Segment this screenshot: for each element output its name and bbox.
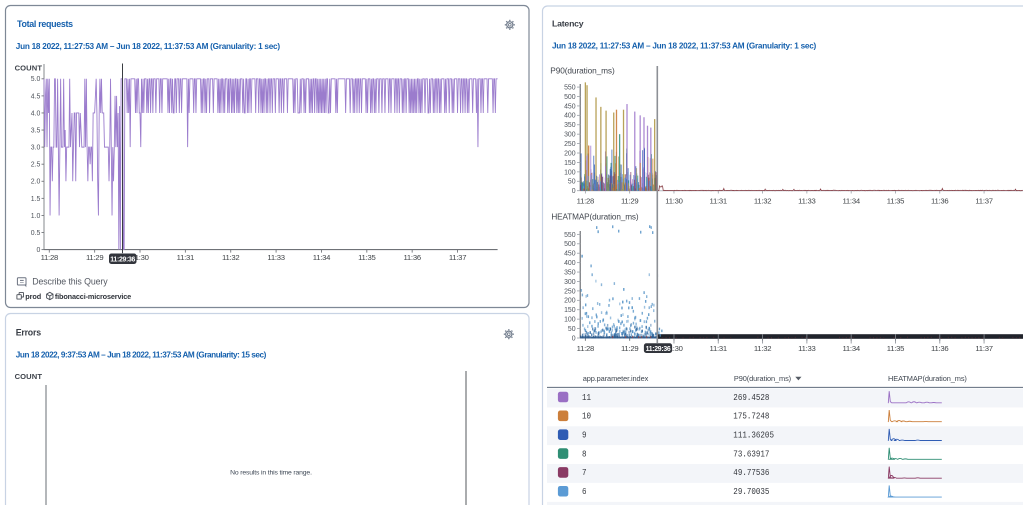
svg-text:11:37: 11:37 <box>975 196 992 205</box>
svg-text:fibonacci-microservice: fibonacci-microservice <box>55 292 131 301</box>
svg-text:7: 7 <box>582 467 587 478</box>
svg-text:300: 300 <box>564 132 576 139</box>
svg-text:11:29: 11:29 <box>86 253 103 262</box>
svg-text:500: 500 <box>564 241 576 248</box>
svg-text:11:37: 11:37 <box>449 253 466 262</box>
svg-text:550: 550 <box>564 232 576 239</box>
svg-text:49.77536: 49.77536 <box>733 467 769 478</box>
svg-text:0: 0 <box>572 188 576 195</box>
svg-text:11:35: 11:35 <box>887 344 904 353</box>
svg-text:11:35: 11:35 <box>887 196 904 205</box>
svg-text:4.5: 4.5 <box>31 93 41 100</box>
svg-text:Errors: Errors <box>16 328 42 338</box>
svg-text:400: 400 <box>564 260 576 267</box>
svg-text:450: 450 <box>564 251 576 258</box>
svg-text:11:32: 11:32 <box>222 253 239 262</box>
svg-text:3.0: 3.0 <box>31 145 41 152</box>
svg-text:P90(duration_ms): P90(duration_ms) <box>734 374 791 383</box>
svg-text:COUNT: COUNT <box>15 372 43 381</box>
svg-text:150: 150 <box>564 307 576 314</box>
svg-text:11:32: 11:32 <box>754 344 771 353</box>
svg-text:1.0: 1.0 <box>31 213 41 220</box>
svg-text:11:28: 11:28 <box>41 253 58 262</box>
svg-text:0: 0 <box>572 335 576 342</box>
svg-text:2.0: 2.0 <box>31 179 41 186</box>
svg-text:11:29:36: 11:29:36 <box>110 257 135 264</box>
svg-text:No results in this time range.: No results in this time range. <box>230 470 312 477</box>
svg-text:1.5: 1.5 <box>31 196 41 203</box>
svg-text:500: 500 <box>564 94 576 101</box>
svg-text:11:30: 11:30 <box>131 253 148 262</box>
svg-text:11:29:36: 11:29:36 <box>646 346 671 353</box>
svg-text:11:32: 11:32 <box>754 196 771 205</box>
svg-text:Jun 18 2022, 11:27:53 AM – Jun: Jun 18 2022, 11:27:53 AM – Jun 18 2022, … <box>16 42 281 51</box>
svg-text:10: 10 <box>582 411 591 422</box>
svg-text:400: 400 <box>564 113 576 120</box>
svg-text:Describe this Query: Describe this Query <box>32 276 108 286</box>
svg-text:11:37: 11:37 <box>975 344 992 353</box>
svg-text:11:33: 11:33 <box>798 344 815 353</box>
svg-text:11:29: 11:29 <box>621 196 638 205</box>
svg-text:3.5: 3.5 <box>31 127 41 134</box>
svg-text:175.7248: 175.7248 <box>733 411 769 422</box>
svg-text:11:35: 11:35 <box>358 253 375 262</box>
svg-text:Latency: Latency <box>552 19 584 29</box>
svg-text:6: 6 <box>582 486 587 497</box>
svg-text:50: 50 <box>568 326 576 333</box>
svg-text:5.0: 5.0 <box>31 76 41 83</box>
svg-text:11:28: 11:28 <box>577 196 594 205</box>
svg-text:Jun 18 2022, 9:37:53 AM – Jun: Jun 18 2022, 9:37:53 AM – Jun 18 2022, 1… <box>16 351 267 360</box>
svg-text:Jun 18 2022, 11:27:53 AM – Jun: Jun 18 2022, 11:27:53 AM – Jun 18 2022, … <box>552 41 817 50</box>
svg-text:100: 100 <box>564 169 576 176</box>
svg-text:0: 0 <box>36 247 40 254</box>
svg-text:COUNT: COUNT <box>15 63 43 72</box>
svg-text:11:31: 11:31 <box>710 344 727 353</box>
svg-text:11:33: 11:33 <box>267 253 284 262</box>
svg-text:11:31: 11:31 <box>177 253 194 262</box>
svg-text:11:30: 11:30 <box>665 344 682 353</box>
svg-text:Total requests: Total requests <box>17 19 73 29</box>
svg-text:app.parameter.index: app.parameter.index <box>583 374 649 383</box>
svg-text:2.5: 2.5 <box>31 162 41 169</box>
svg-text:50: 50 <box>568 179 576 186</box>
svg-text:HEATMAP(duration_ms): HEATMAP(duration_ms) <box>888 374 967 383</box>
svg-text:250: 250 <box>564 288 576 295</box>
svg-text:9: 9 <box>582 430 587 441</box>
svg-text:11:34: 11:34 <box>842 196 860 205</box>
svg-text:11:34: 11:34 <box>313 253 331 262</box>
svg-text:550: 550 <box>564 84 576 91</box>
svg-text:0.5: 0.5 <box>31 230 41 237</box>
svg-text:250: 250 <box>564 141 576 148</box>
svg-text:11: 11 <box>582 392 591 403</box>
svg-text:200: 200 <box>564 298 576 305</box>
svg-text:P90(duration_ms): P90(duration_ms) <box>550 65 615 75</box>
svg-text:200: 200 <box>564 150 576 157</box>
svg-text:11:34: 11:34 <box>842 344 860 353</box>
svg-text:prod: prod <box>25 292 41 301</box>
svg-text:11:33: 11:33 <box>798 196 815 205</box>
svg-text:11:36: 11:36 <box>931 344 948 353</box>
svg-text:300: 300 <box>564 279 576 286</box>
svg-text:11:30: 11:30 <box>665 196 682 205</box>
svg-text:100: 100 <box>564 317 576 324</box>
svg-text:450: 450 <box>564 103 576 110</box>
svg-text:11:31: 11:31 <box>710 196 727 205</box>
svg-text:350: 350 <box>564 269 576 276</box>
svg-text:29.70035: 29.70035 <box>733 486 769 497</box>
svg-text:4.0: 4.0 <box>31 110 41 117</box>
svg-text:269.4528: 269.4528 <box>733 392 769 403</box>
svg-text:350: 350 <box>564 122 576 129</box>
svg-text:73.63917: 73.63917 <box>733 448 769 459</box>
svg-text:11:29: 11:29 <box>621 344 638 353</box>
svg-text:11:36: 11:36 <box>931 196 948 205</box>
svg-text:8: 8 <box>582 448 587 459</box>
svg-text:150: 150 <box>564 160 576 167</box>
svg-text:11:36: 11:36 <box>403 253 420 262</box>
svg-text:111.36205: 111.36205 <box>733 430 774 441</box>
svg-text:11:28: 11:28 <box>577 344 594 353</box>
svg-text:HEATMAP(duration_ms): HEATMAP(duration_ms) <box>551 212 638 221</box>
